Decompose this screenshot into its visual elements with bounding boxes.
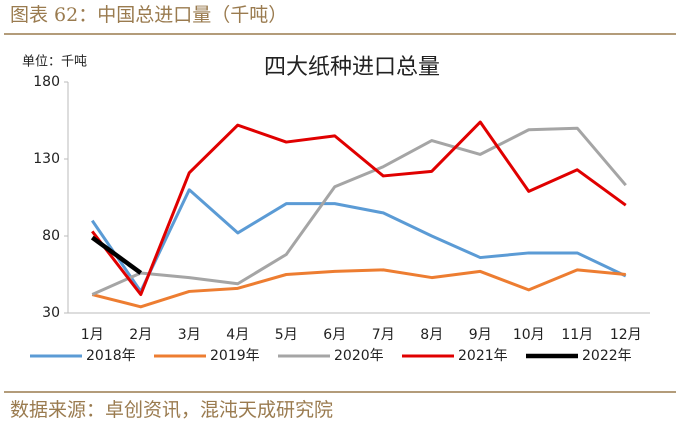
chart-title: 四大纸种进口总量: [264, 55, 440, 80]
legend-label: 2020年: [334, 348, 384, 364]
legend-label: 2022年: [582, 348, 632, 364]
y-tick-label: 180: [33, 74, 60, 90]
x-tick-label: 5月: [275, 327, 298, 343]
x-tick-label: 1月: [81, 327, 104, 343]
x-tick-label: 9月: [469, 327, 492, 343]
series-line: [91, 188, 627, 293]
unit-label: 单位：千吨: [22, 55, 87, 70]
x-tick-label: 10月: [513, 327, 545, 343]
series-line: [91, 126, 627, 296]
x-tick-label: 6月: [323, 327, 346, 343]
y-tick-label: 130: [33, 151, 60, 167]
x-tick-label: 8月: [420, 327, 443, 343]
x-tick-label: 4月: [226, 327, 249, 343]
legend-label: 2021年: [458, 348, 508, 364]
figure-header: 图表 62：中国总进口量（千吨）: [10, 4, 287, 26]
x-tick-label: 7月: [372, 327, 395, 343]
x-tick-label: 2月: [129, 327, 152, 343]
y-tick-label: 30: [42, 305, 60, 321]
y-tick-label: 80: [42, 228, 60, 244]
series-line: [90, 235, 143, 275]
series-line: [91, 120, 627, 297]
legend-label: 2019年: [210, 348, 260, 364]
x-tick-label: 11月: [561, 327, 593, 343]
legend-label: 2018年: [86, 348, 136, 364]
x-tick-label: 12月: [610, 327, 642, 343]
source-note: 数据来源：卓创资讯，混沌天成研究院: [10, 399, 333, 421]
x-tick-label: 3月: [178, 327, 201, 343]
series-line: [91, 268, 626, 309]
